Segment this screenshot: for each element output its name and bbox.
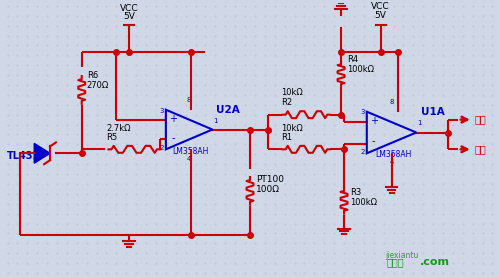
Text: PT100: PT100 xyxy=(256,175,284,183)
Text: -: - xyxy=(171,133,174,143)
Text: 2: 2 xyxy=(360,149,365,155)
Text: LM358AH: LM358AH xyxy=(172,147,209,156)
Text: 5V: 5V xyxy=(124,12,135,21)
Text: 100kΩ: 100kΩ xyxy=(350,198,377,207)
Text: 100Ω: 100Ω xyxy=(256,185,280,194)
Text: VCC: VCC xyxy=(372,2,390,11)
Text: 2.7kΩ: 2.7kΩ xyxy=(106,124,131,133)
Text: 100kΩ: 100kΩ xyxy=(347,65,374,74)
Text: 接线图: 接线图 xyxy=(386,257,404,267)
Text: R1: R1 xyxy=(280,133,292,142)
Text: 2: 2 xyxy=(160,145,164,151)
Text: 10kΩ: 10kΩ xyxy=(280,124,302,133)
Text: 1: 1 xyxy=(214,118,218,124)
Text: 4: 4 xyxy=(390,159,394,165)
Text: +: + xyxy=(169,114,177,124)
Text: U2A: U2A xyxy=(216,105,240,115)
Text: R5: R5 xyxy=(106,133,118,142)
Text: R3: R3 xyxy=(350,188,361,197)
Text: 8: 8 xyxy=(390,99,394,105)
Text: 3: 3 xyxy=(160,108,164,114)
Text: 270Ω: 270Ω xyxy=(86,81,109,90)
Text: LM358AH: LM358AH xyxy=(376,150,412,159)
Text: 3: 3 xyxy=(360,109,365,115)
Text: +: + xyxy=(370,116,378,126)
Polygon shape xyxy=(34,143,50,163)
Text: R4: R4 xyxy=(347,55,358,64)
Text: 4: 4 xyxy=(186,156,191,162)
Text: jiexiantu: jiexiantu xyxy=(384,251,418,260)
Text: TL431: TL431 xyxy=(6,151,40,161)
Text: 1: 1 xyxy=(418,120,422,126)
Text: .com: .com xyxy=(420,257,450,267)
Text: -: - xyxy=(372,136,376,147)
Text: U1A: U1A xyxy=(421,107,445,117)
Text: R6: R6 xyxy=(86,71,98,80)
Text: VCC: VCC xyxy=(120,4,139,13)
Text: 正极: 正极 xyxy=(474,115,486,125)
Text: 5V: 5V xyxy=(374,11,386,20)
Text: 负极: 负极 xyxy=(474,144,486,154)
Text: R2: R2 xyxy=(280,98,292,107)
Text: 10kΩ: 10kΩ xyxy=(280,88,302,97)
Text: 8: 8 xyxy=(186,97,191,103)
